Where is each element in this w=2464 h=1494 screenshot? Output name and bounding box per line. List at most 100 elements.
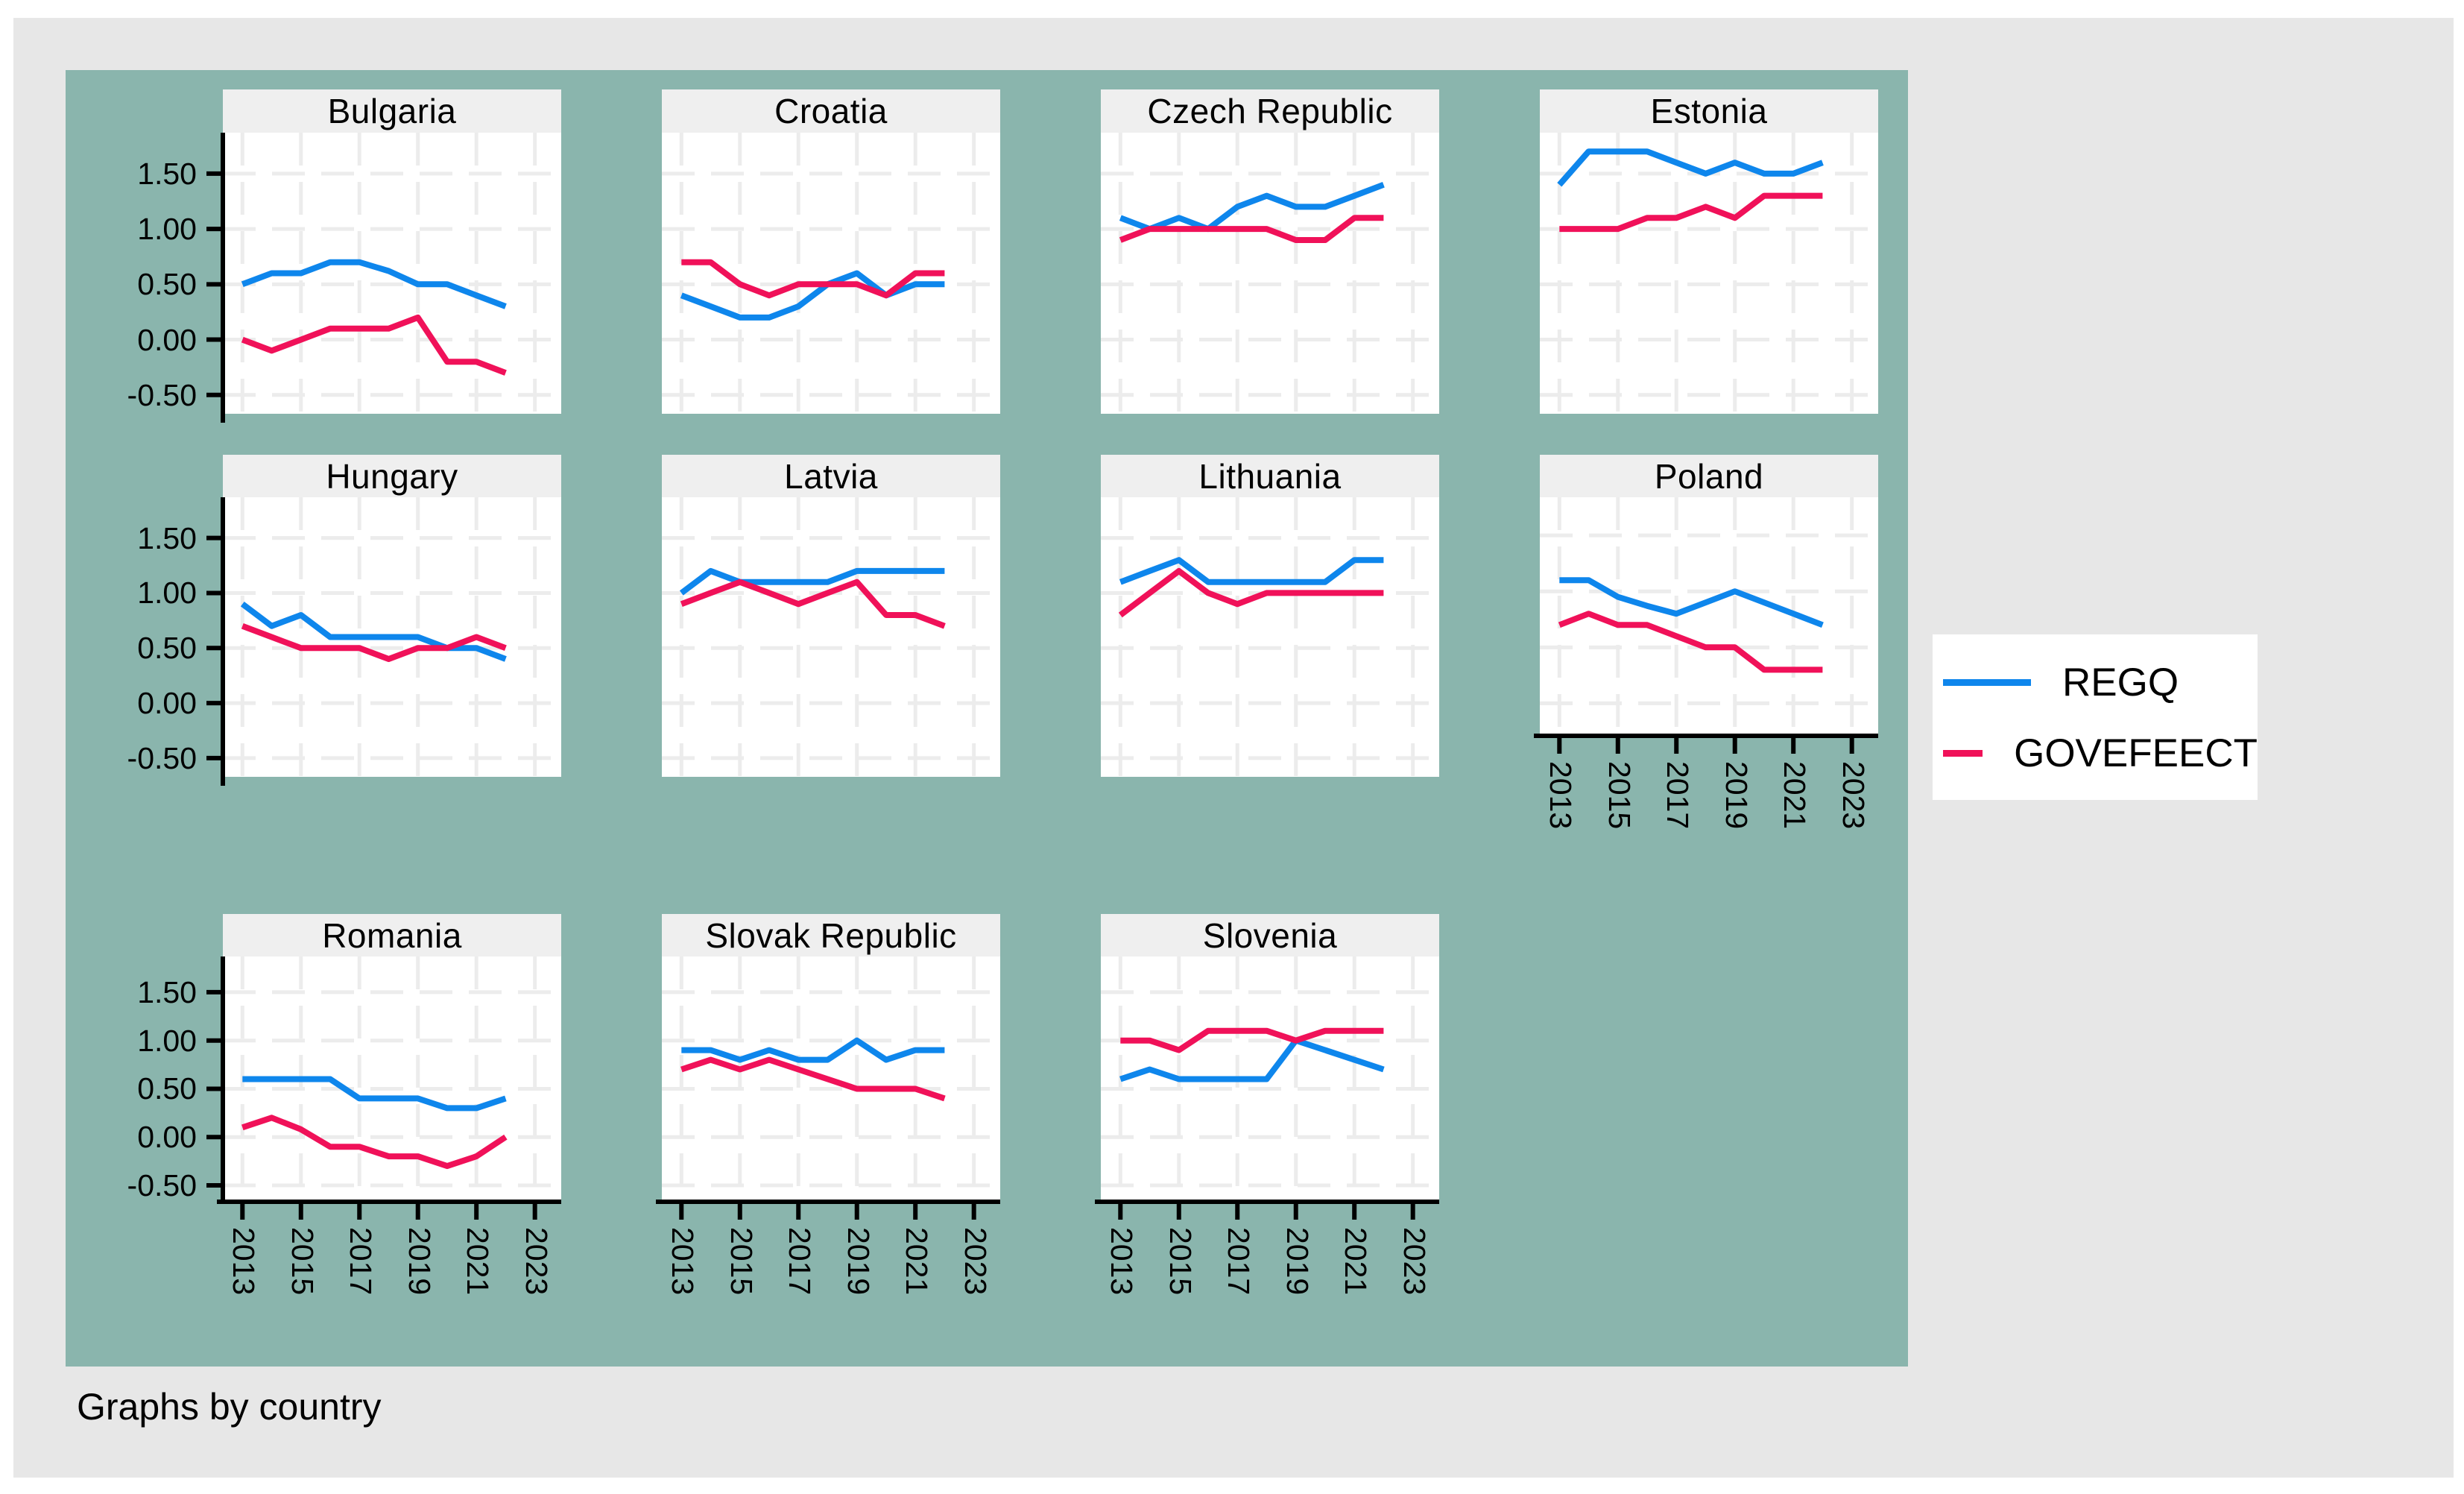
panel-svg (1540, 133, 1878, 414)
line-regq (679, 567, 945, 596)
x-tick-label-text: 2019 (402, 1227, 437, 1296)
panel-title-bulgaria: Bulgaria (223, 89, 561, 133)
line-regq (1119, 1037, 1385, 1082)
x-tick-label-text: 2021 (1778, 761, 1813, 830)
line-govefeect (681, 259, 945, 299)
y-tick-label: 1.50 (137, 156, 197, 191)
x-tick-label-text: 2021 (461, 1227, 496, 1296)
line-govefeect (241, 314, 507, 376)
x-tick-label-text: 2013 (227, 1227, 262, 1296)
panel-plot-romania (206, 956, 561, 1220)
panel-svg (662, 133, 1000, 414)
y-tick-label: -0.50 (127, 740, 197, 775)
panel-title-slovak-republic: Slovak Republic (662, 914, 1000, 957)
x-tick-label-text: 2019 (841, 1227, 876, 1296)
line-govefeect (1118, 567, 1384, 618)
y-tick-label: 0.00 (137, 322, 197, 357)
panel-svg (656, 956, 1000, 1220)
x-tick-label-text: 2013 (666, 1227, 701, 1296)
x-tick-label: 2023 (519, 1227, 621, 1295)
panel-title-slovenia: Slovenia (1101, 914, 1439, 957)
x-tick-label-text: 2023 (1397, 1227, 1432, 1296)
caption-graphs-by-country: Graphs by country (77, 1386, 382, 1428)
y-tick-label: 0.00 (137, 1120, 197, 1155)
x-tick-label-text: 2015 (724, 1227, 759, 1296)
panel-svg (662, 497, 1000, 777)
x-tick-label-text: 2013 (1105, 1227, 1140, 1296)
panel-plot-estonia (1540, 133, 1878, 414)
panel-plot-hungary (206, 497, 561, 786)
x-tick-label: 2023 (1836, 761, 1938, 829)
x-tick-label-text: 2015 (1163, 1227, 1198, 1296)
y-tick-label: 1.00 (137, 576, 197, 611)
panel-svg (1101, 133, 1439, 414)
y-tick-label: 0.00 (137, 686, 197, 721)
x-tick-label-text: 2013 (1544, 761, 1579, 830)
legend-line-regq (1943, 678, 2031, 686)
x-tick-label: 2023 (958, 1227, 1060, 1295)
line-regq (1557, 148, 1824, 187)
line-regq (240, 602, 507, 662)
x-tick-label-text: 2017 (344, 1227, 379, 1296)
line-regq (1559, 577, 1824, 628)
x-tick-label-text: 2023 (958, 1227, 993, 1296)
y-tick-label: 0.50 (137, 267, 197, 302)
y-tick-label: -0.50 (127, 377, 197, 412)
line-regq (241, 259, 507, 309)
panel-plot-czech-republic (1101, 133, 1439, 414)
panel-svg (1101, 497, 1439, 777)
x-tick-label-text: 2021 (900, 1227, 935, 1296)
panel-svg (1534, 497, 1878, 754)
y-tick-label: 1.50 (137, 974, 197, 1009)
panel-plot-bulgaria (206, 133, 561, 423)
legend-item-govefeect: GOVEFEECT (1933, 731, 2258, 775)
line-regq (1119, 182, 1385, 233)
x-tick-label-text: 2015 (285, 1227, 320, 1296)
panel-title-hungary: Hungary (223, 455, 561, 498)
x-tick-label-text: 2017 (783, 1227, 818, 1296)
panel-title-poland: Poland (1540, 455, 1878, 498)
x-tick-label-text: 2019 (1719, 761, 1754, 830)
x-tick-label-text: 2023 (1836, 761, 1871, 830)
panel-title-lithuania: Lithuania (1101, 455, 1439, 498)
panel-title-latvia: Latvia (662, 455, 1000, 498)
panel-svg (206, 497, 561, 786)
line-govefeect (1558, 611, 1823, 673)
x-tick-label-text: 2023 (519, 1227, 554, 1296)
x-tick-label-text: 2017 (1661, 761, 1696, 830)
panel-title-croatia: Croatia (662, 89, 1000, 133)
legend-line-govefeect (1943, 749, 1983, 757)
line-regq (681, 1037, 945, 1063)
line-regq (680, 270, 945, 321)
panel-svg (206, 133, 561, 423)
y-tick-label: 1.00 (137, 1023, 197, 1058)
x-tick-label-text: 2015 (1602, 761, 1637, 830)
panel-svg (1095, 956, 1439, 1220)
line-govefeect (241, 1115, 508, 1170)
panel-plot-croatia (662, 133, 1000, 414)
line-regq (1119, 557, 1384, 585)
y-tick-label: 1.00 (137, 212, 197, 247)
panel-plot-latvia (662, 497, 1000, 777)
panel-plot-slovak-republic (656, 956, 1000, 1220)
line-regq (242, 1076, 507, 1112)
x-tick-label: 2023 (1397, 1227, 1499, 1295)
panel-title-czech-republic: Czech Republic (1101, 89, 1439, 133)
legend-label-regq: REGQ (2062, 660, 2179, 705)
x-tick-label-text: 2019 (1280, 1227, 1315, 1296)
x-tick-label-text: 2017 (1222, 1227, 1257, 1296)
legend: REGQ GOVEFEECT (1933, 634, 2258, 800)
panel-plot-slovenia (1095, 956, 1439, 1220)
line-govefeect (241, 622, 507, 662)
panel-plot-poland (1534, 497, 1878, 754)
line-govefeect (1559, 192, 1823, 233)
line-govefeect (680, 1056, 946, 1102)
line-govefeect (1120, 1027, 1384, 1053)
line-govefeect (680, 579, 946, 629)
legend-item-regq: REGQ (1933, 660, 2258, 705)
y-tick-label: 0.50 (137, 1071, 197, 1106)
x-tick-label-text: 2021 (1339, 1227, 1374, 1296)
y-tick-label: 0.50 (137, 631, 197, 666)
panel-svg (206, 956, 561, 1220)
panel-title-romania: Romania (223, 914, 561, 957)
